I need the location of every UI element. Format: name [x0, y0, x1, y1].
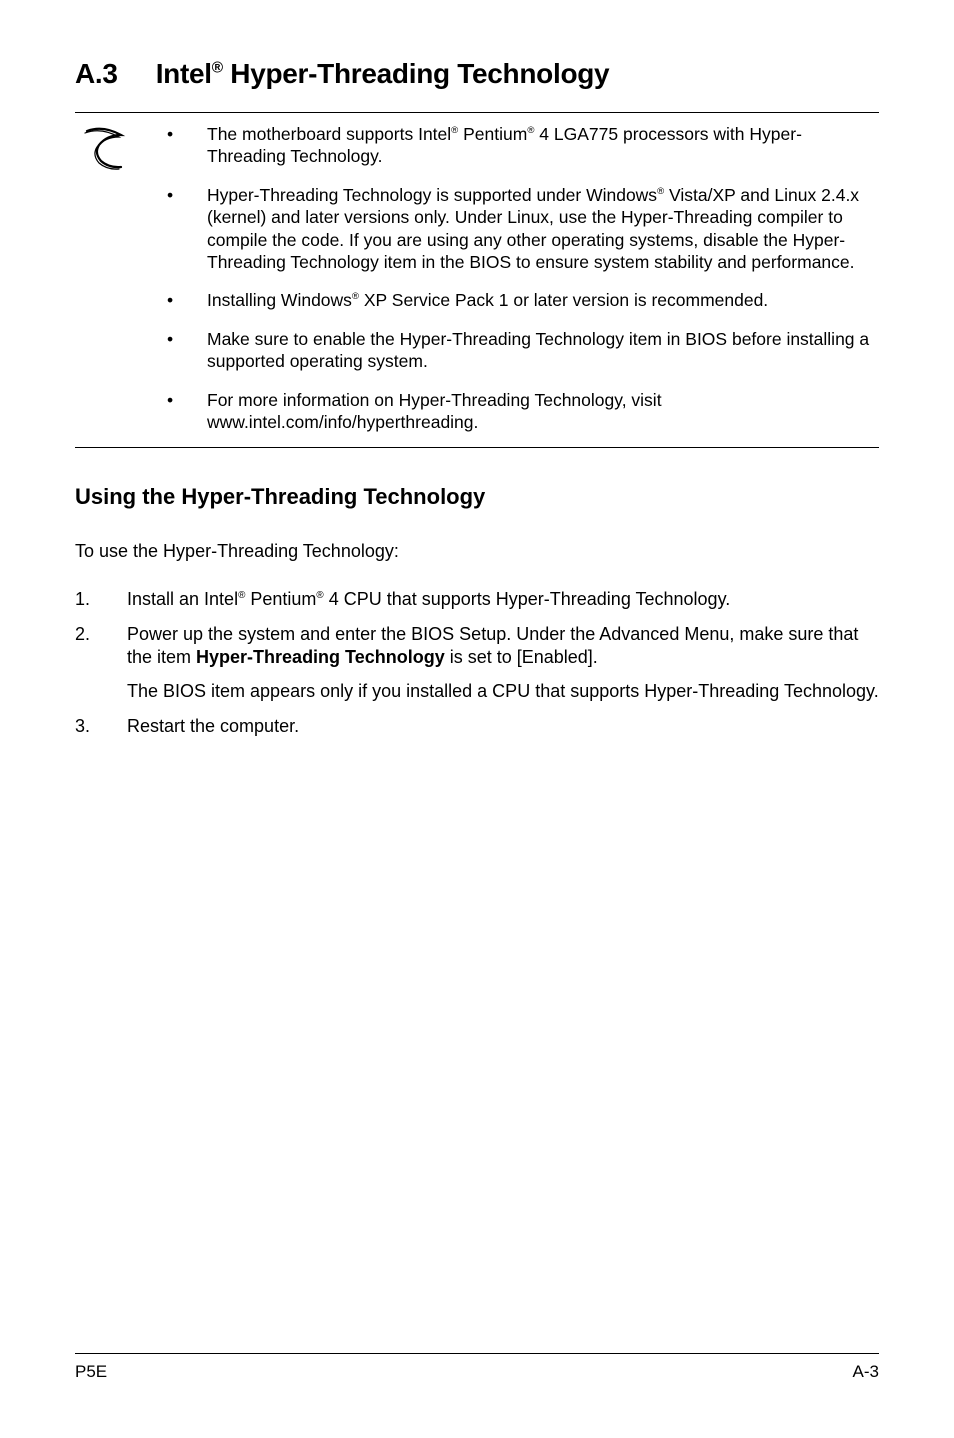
step-text: Restart the computer. [127, 715, 879, 738]
footer-right: A-3 [853, 1362, 879, 1382]
note-item: • Installing Windows® XP Service Pack 1 … [167, 289, 879, 311]
note-pre: The motherboard supports Intel [207, 124, 451, 144]
step-text: Install an Intel® Pentium® 4 CPU that su… [127, 588, 879, 611]
section-number: A.3 [75, 58, 118, 90]
note-icon [81, 127, 127, 173]
note-text: Installing Windows® XP Service Pack 1 or… [207, 289, 879, 311]
intro-text: To use the Hyper-Threading Technology: [75, 540, 879, 563]
note-item: • Hyper-Threading Technology is supporte… [167, 184, 879, 274]
bullet: • [167, 328, 207, 373]
step-item: 1. Install an Intel® Pentium® 4 CPU that… [75, 588, 879, 611]
step-number: 2. [75, 623, 127, 703]
step-item: 2. Power up the system and enter the BIO… [75, 623, 879, 703]
registered-mark: ® [316, 590, 323, 601]
note-item: • The motherboard supports Intel® Pentiu… [167, 123, 879, 168]
subheading: Using the Hyper-Threading Technology [75, 484, 879, 510]
registered-mark: ® [212, 60, 223, 77]
note-text: Hyper-Threading Technology is supported … [207, 184, 879, 274]
bullet: • [167, 289, 207, 311]
title-pre: Intel [156, 58, 212, 89]
note-pre: Installing Windows [207, 290, 352, 310]
step-pre: Install an Intel [127, 589, 238, 609]
note-mid: Pentium [458, 124, 527, 144]
bullet: • [167, 123, 207, 168]
registered-mark: ® [352, 292, 359, 303]
note-item: • For more information on Hyper-Threadin… [167, 389, 879, 434]
step-number: 1. [75, 588, 127, 611]
note-pre: Hyper-Threading Technology is supported … [207, 185, 657, 205]
page-footer: P5E A-3 [75, 1353, 879, 1382]
step-text-b: is set to [Enabled]. [445, 647, 598, 667]
step-subtext: The BIOS item appears only if you instal… [127, 680, 879, 703]
step-post: 4 CPU that supports Hyper-Threading Tech… [324, 589, 731, 609]
note-text: Make sure to enable the Hyper-Threading … [207, 328, 879, 373]
note-item: • Make sure to enable the Hyper-Threadin… [167, 328, 879, 373]
footer-left: P5E [75, 1362, 107, 1382]
note-icon-wrap [75, 123, 167, 178]
section-title: A.3 Intel® Hyper-Threading Technology [75, 58, 879, 90]
note-block: • The motherboard supports Intel® Pentiu… [75, 112, 879, 448]
note-text: For more information on Hyper-Threading … [207, 389, 879, 434]
steps-list: 1. Install an Intel® Pentium® 4 CPU that… [75, 588, 879, 739]
note-text: The motherboard supports Intel® Pentium®… [207, 123, 879, 168]
step-bold: Hyper-Threading Technology [196, 647, 445, 667]
title-post: Hyper-Threading Technology [223, 58, 610, 89]
step-mid: Pentium [245, 589, 316, 609]
bullet: • [167, 184, 207, 274]
note-list: • The motherboard supports Intel® Pentiu… [167, 123, 879, 433]
bullet: • [167, 389, 207, 434]
note-post: XP Service Pack 1 or later version is re… [359, 290, 768, 310]
step-number: 3. [75, 715, 127, 738]
step-text: Power up the system and enter the BIOS S… [127, 623, 879, 703]
step-item: 3. Restart the computer. [75, 715, 879, 738]
